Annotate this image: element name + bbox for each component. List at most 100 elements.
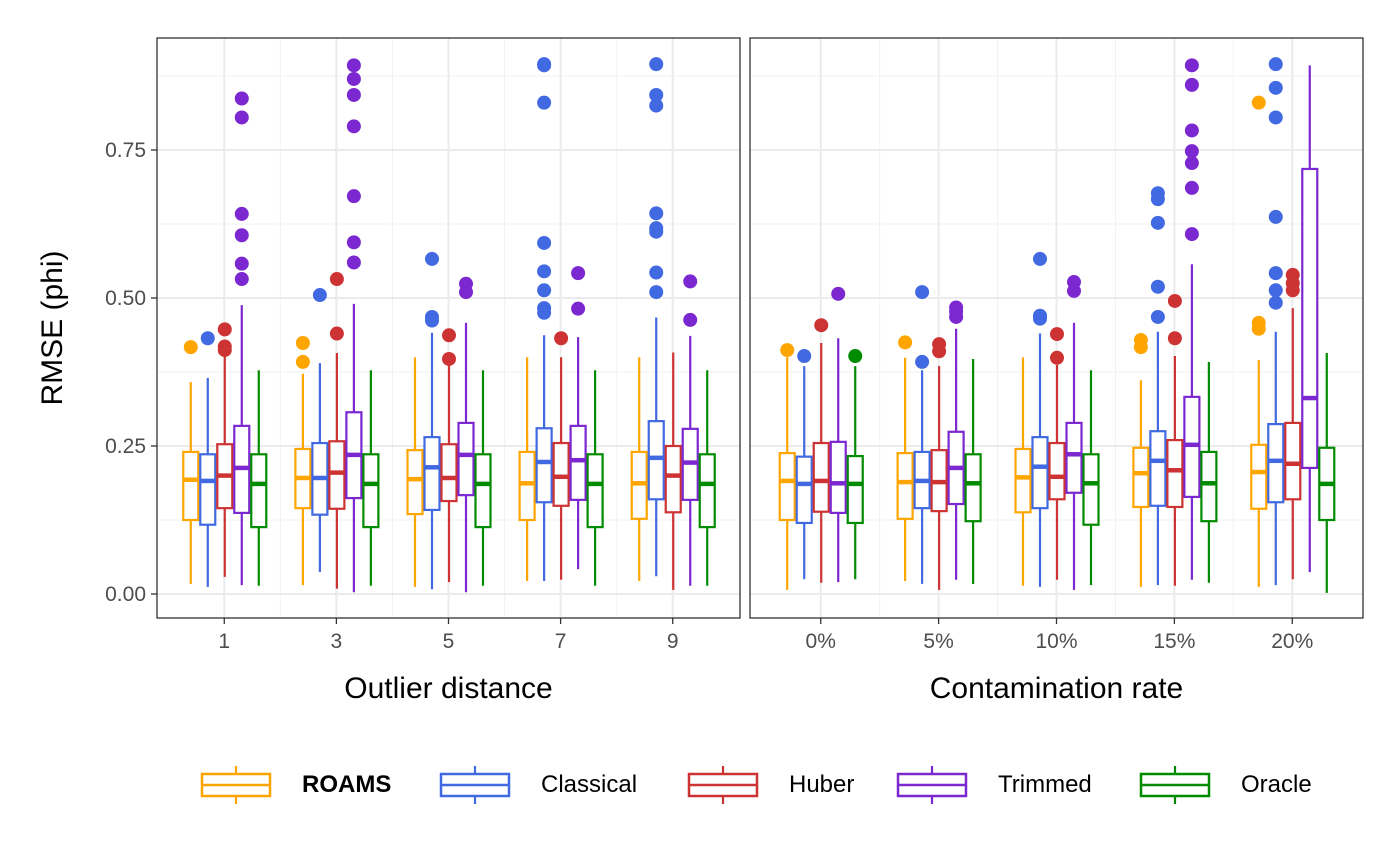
box-classical-9 [647,57,665,577]
box-iqr [1132,446,1150,509]
outlier-point [1184,227,1199,242]
box-trimmed-3 [345,58,363,593]
outlier-point [1050,327,1064,342]
box-oracle-1 [250,370,268,586]
outlier-point [1150,192,1165,207]
outlier-point [537,235,552,250]
outlier-point [346,255,361,270]
box-iqr [778,452,796,522]
outlier-point [183,340,198,355]
box-iqr [964,453,982,523]
box-roams-7 [518,357,536,581]
legend-item-classical: Classical [439,762,637,808]
box-oracle-10% [1082,370,1100,586]
legend-item-oracle: Oracle [1139,762,1312,808]
box-classical-5% [913,285,931,584]
outlier-point [537,305,552,320]
box-huber-5% [930,337,948,590]
box-trimmed-10% [1065,275,1083,590]
box-classical-10% [1031,251,1049,587]
legend-label: Trimmed [998,771,1092,798]
box-classical-7 [535,57,553,581]
box-huber-7 [552,331,570,580]
box-iqr [182,450,200,522]
x-tick-label: 0% [806,630,836,653]
outlier-point [1050,350,1064,365]
outlier-point [1251,95,1266,110]
y-tick-label: 0.50 [105,287,146,310]
outlier-point [1184,58,1199,73]
box-iqr [1082,453,1100,526]
outlier-point [425,251,439,266]
outlier-point [346,87,361,102]
outlier-point [649,206,664,221]
box-huber-1 [216,322,234,577]
box-roams-10% [1014,357,1032,586]
outlier-point [442,351,456,366]
box-classical-20% [1267,57,1285,586]
box-oracle-15% [1200,361,1218,583]
outlier-point [537,95,552,110]
box-trimmed-1 [233,91,251,586]
outlier-point [1150,215,1165,230]
x-tick-label: 9 [667,630,679,653]
outlier-point [1268,283,1283,298]
outlier-point [1184,77,1199,92]
box-oracle-3 [362,370,380,586]
outlier-point [649,224,664,239]
outlier-point [346,119,361,134]
outlier-point [217,343,232,358]
box-iqr [1149,430,1167,507]
outlier-point [1184,144,1199,159]
outlier-point [1184,156,1199,171]
outlier-point [1184,123,1199,138]
box-iqr [569,424,587,501]
box-iqr [423,436,441,512]
outlier-point [932,344,947,359]
box-huber-20% [1284,267,1302,580]
outlier-point [425,313,439,328]
box-iqr [1031,436,1049,510]
outlier-point [649,98,664,113]
box-huber-0% [812,318,830,583]
outlier-point [1268,80,1283,95]
box-iqr [457,421,475,497]
x-tick-label: 7 [555,630,567,653]
box-iqr [518,450,536,522]
y-axis-title: RMSE (phi) [36,250,69,405]
box-roams-1 [182,340,200,584]
box-iqr [795,455,813,525]
box-huber-15% [1166,293,1184,586]
panel-1: 1 3 5 7 9 0.00 0.25 0.50 0.75 Outlier distance RMS… [36,37,741,705]
box-iqr [406,449,424,516]
outlier-point [1067,283,1081,298]
box-roams-5 [406,357,424,587]
outlier-point [234,206,249,221]
box-iqr [1301,167,1319,470]
outlier-point [442,328,456,343]
box-iqr [846,454,864,525]
outlier-point [537,58,552,73]
box-iqr [362,453,380,529]
outlier-point [1150,309,1165,324]
outlier-point [814,318,829,333]
outlier-point [898,335,913,350]
box-iqr [1014,447,1032,514]
outlier-point [312,288,327,303]
legend-key-huber [687,766,759,804]
x-tick-label: 5% [923,630,953,653]
box-iqr [535,427,553,504]
outlier-point [346,71,361,86]
outlier-point [571,301,586,316]
outlier-point [915,354,930,369]
outlier-point [537,283,552,298]
box-trimmed-7 [569,266,587,570]
box-classical-5 [423,251,441,590]
outlier-point [346,58,361,73]
outlier-point [1251,321,1266,336]
outlier-point [554,331,569,346]
x-tick-label: 10% [1035,630,1077,653]
box-iqr [647,420,665,501]
box-oracle-20% [1318,353,1336,593]
